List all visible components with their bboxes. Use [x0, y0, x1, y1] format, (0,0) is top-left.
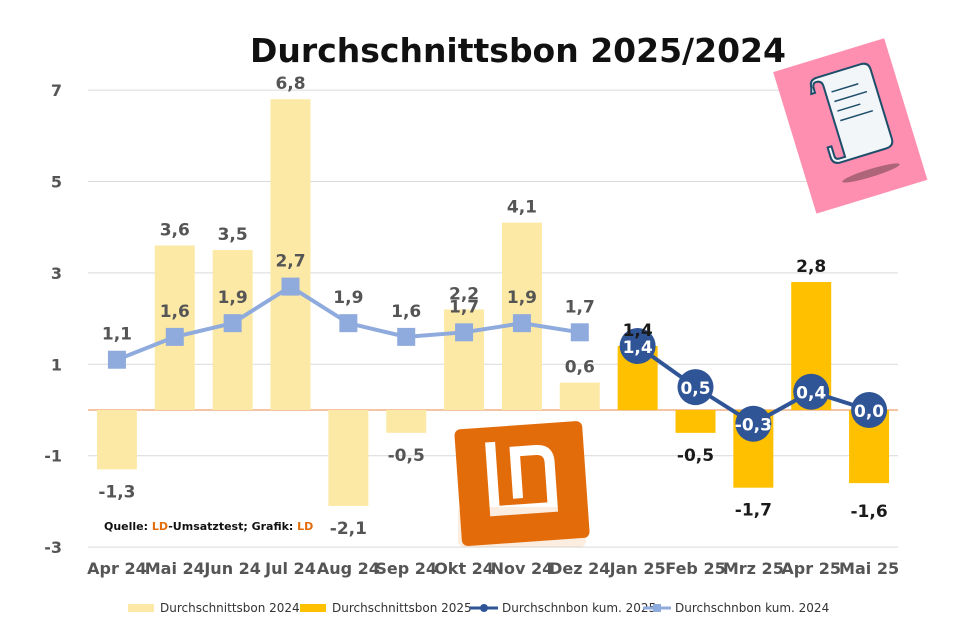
- point-2-12: [793, 373, 830, 410]
- data-label: 0,4: [796, 384, 826, 404]
- data-label: 2,8: [796, 257, 826, 277]
- y-tick-label: 7: [51, 81, 62, 100]
- x-tick-label: Feb 25: [665, 559, 725, 578]
- x-tick-label: Jul 24: [264, 559, 316, 578]
- legend-label-3: Durchschnbon kum. 2024: [675, 601, 829, 615]
- legend-marker-3: [653, 604, 661, 612]
- y-tick-label: 3: [51, 264, 62, 283]
- data-label: -1,7: [735, 501, 772, 521]
- legend-label-2: Durchschnbon kum. 2025: [502, 601, 656, 615]
- data-label: 1,6: [391, 302, 421, 322]
- x-tick-label: Dez 24: [549, 559, 610, 578]
- data-label: 4,1: [507, 198, 537, 218]
- point-2-10: [677, 369, 714, 406]
- data-label: 2,7: [275, 252, 305, 272]
- data-label: -0,3: [735, 416, 772, 436]
- data-label: 2,2: [449, 284, 479, 304]
- point-3-8: [570, 323, 589, 342]
- data-label: 1,7: [449, 297, 479, 317]
- data-label: 1,9: [333, 288, 363, 308]
- point-3-4: [339, 314, 358, 333]
- data-label: -0,5: [388, 446, 425, 466]
- point-3-1: [165, 327, 184, 346]
- y-tick-label: 1: [51, 355, 62, 374]
- line-layer: [107, 277, 888, 442]
- data-label: -2,1: [330, 519, 367, 539]
- legend-label-1: Durchschnittsbon 2025: [332, 601, 472, 615]
- legend-marker-2: [480, 604, 488, 612]
- x-tick-label: Aug 24: [317, 559, 380, 578]
- point-2-13: [851, 392, 888, 428]
- bar-0-4: [328, 410, 369, 506]
- bar-1-10: [675, 410, 716, 433]
- legend: Durchschnittsbon 2024 Durchschnittsbon 20…: [128, 601, 829, 615]
- legend-swatch-0: [128, 604, 154, 612]
- point-3-0: [107, 350, 126, 369]
- data-label: 1,4: [623, 321, 653, 341]
- data-label: 0,6: [565, 358, 595, 378]
- source-note: Quelle: LD-Umsatztest; Grafik: LD: [104, 520, 313, 533]
- x-tick-label: Okt 24: [434, 559, 494, 578]
- label-layer: -1,3 3,6 3,5 6,8 -2,1 -0,5 2,2 4,1 0,6 1,4 -0,5 -1,…: [98, 74, 887, 539]
- legend-swatch-1: [300, 604, 326, 612]
- point-2-11: [735, 405, 772, 442]
- point-3-5: [397, 327, 416, 346]
- data-label: 1,4: [623, 338, 653, 358]
- x-tick-label: Jan 25: [609, 559, 666, 578]
- data-label: -0,5: [677, 446, 714, 466]
- x-tick-label: Mai 25: [839, 559, 899, 578]
- data-label: 0,5: [680, 379, 710, 399]
- data-label: 1,1: [102, 325, 132, 345]
- point-3-7: [512, 314, 531, 333]
- x-tick-label: Mai 24: [145, 559, 205, 578]
- y-tick-label: -3: [44, 538, 62, 557]
- bar-0-5: [386, 410, 427, 433]
- point-3-2: [223, 314, 242, 333]
- data-label: -1,3: [98, 482, 135, 502]
- bar-0-8: [559, 382, 600, 410]
- data-label: 1,7: [565, 297, 595, 317]
- data-label: -1,6: [850, 502, 887, 522]
- data-label: 0,0: [854, 402, 884, 422]
- ld-logo-icon: [454, 421, 590, 547]
- data-label: 6,8: [275, 74, 305, 94]
- point-3-3: [281, 277, 300, 296]
- point-2-9: [619, 328, 656, 365]
- x-tick-label: Jun 24: [203, 559, 261, 578]
- bar-layer: [96, 99, 890, 506]
- x-tick-label: Mrz 25: [723, 559, 784, 578]
- data-label: 3,6: [160, 220, 190, 240]
- data-label: 1,6: [160, 302, 190, 322]
- x-tick-label: Apr 24: [87, 559, 147, 578]
- x-tick-label: Apr 25: [781, 559, 841, 578]
- chart-title: Durchschnittsbon 2025/2024: [250, 31, 786, 70]
- bar-0-1: [154, 245, 195, 410]
- y-tick-label: 5: [51, 173, 62, 192]
- bar-0-0: [96, 410, 137, 470]
- receipt-scroll-icon: [773, 38, 928, 214]
- x-tick-label: Nov 24: [491, 559, 554, 578]
- x-tick-label: Sep 24: [375, 559, 437, 578]
- point-3-6: [455, 323, 474, 342]
- legend-label-0: Durchschnittsbon 2024: [160, 601, 300, 615]
- bar-0-3: [270, 99, 311, 411]
- data-label: 3,5: [218, 225, 248, 245]
- y-tick-label: -1: [44, 447, 62, 466]
- data-label: 1,9: [507, 288, 537, 308]
- data-label: 1,9: [218, 288, 248, 308]
